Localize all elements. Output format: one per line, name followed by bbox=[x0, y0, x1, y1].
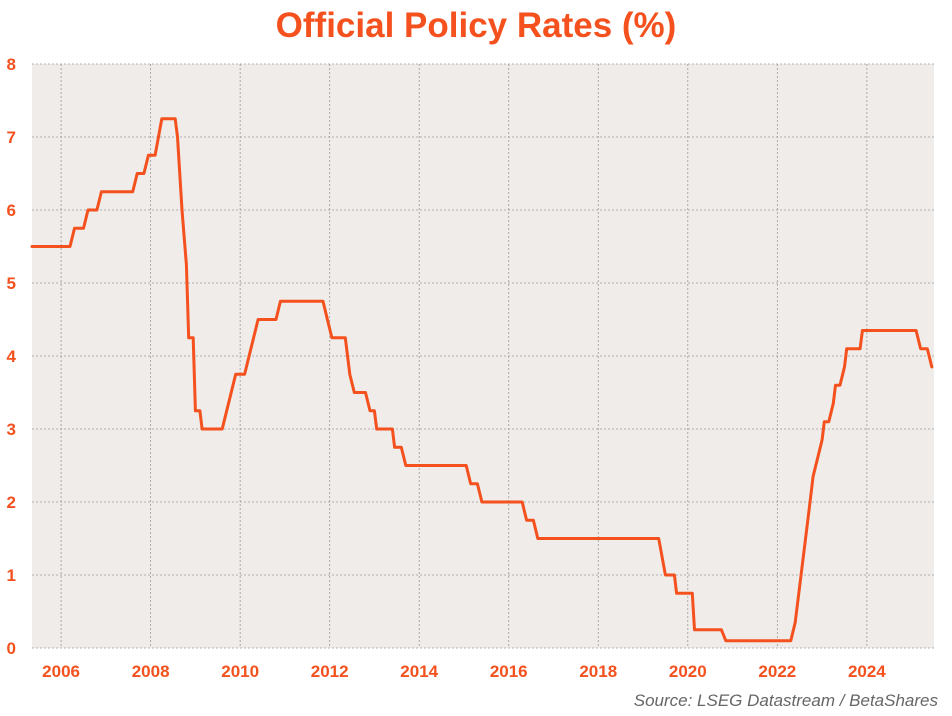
gridlines bbox=[32, 63, 934, 649]
y-tick-label: 1 bbox=[7, 566, 16, 585]
y-tick-label: 7 bbox=[7, 128, 16, 147]
y-tick-label: 2 bbox=[7, 493, 16, 512]
x-tick-label: 2016 bbox=[490, 662, 528, 681]
chart-title: Official Policy Rates (%) bbox=[275, 6, 677, 45]
x-axis-tick-labels: 2006 2008 2010 2012 2014 2016 2018 2020 2022 2024 bbox=[42, 662, 886, 681]
x-tick-label: 2008 bbox=[132, 662, 170, 681]
x-tick-label: 2010 bbox=[221, 662, 259, 681]
x-tick-label: 2018 bbox=[579, 662, 617, 681]
y-axis-tick-labels: 0 1 2 3 4 5 6 7 8 bbox=[7, 55, 17, 658]
y-tick-label: 0 bbox=[7, 639, 16, 658]
source-note: Source: LSEG Datastream / BetaShares bbox=[633, 691, 938, 710]
series-line bbox=[30, 117, 934, 643]
x-tick-label: 2012 bbox=[311, 662, 349, 681]
plot-background bbox=[32, 64, 934, 648]
x-tick-label: 2014 bbox=[400, 662, 438, 681]
x-tick-label: 2022 bbox=[758, 662, 796, 681]
y-tick-label: 5 bbox=[7, 274, 16, 293]
y-tick-label: 3 bbox=[7, 420, 16, 439]
x-tick-label: 2006 bbox=[42, 662, 80, 681]
series-lines bbox=[30, 117, 934, 643]
x-tick-label: 2020 bbox=[669, 662, 707, 681]
x-tick-label: 2024 bbox=[848, 662, 886, 681]
y-tick-label: 6 bbox=[7, 201, 16, 220]
y-tick-label: 8 bbox=[7, 55, 16, 74]
y-tick-label: 4 bbox=[7, 347, 17, 366]
